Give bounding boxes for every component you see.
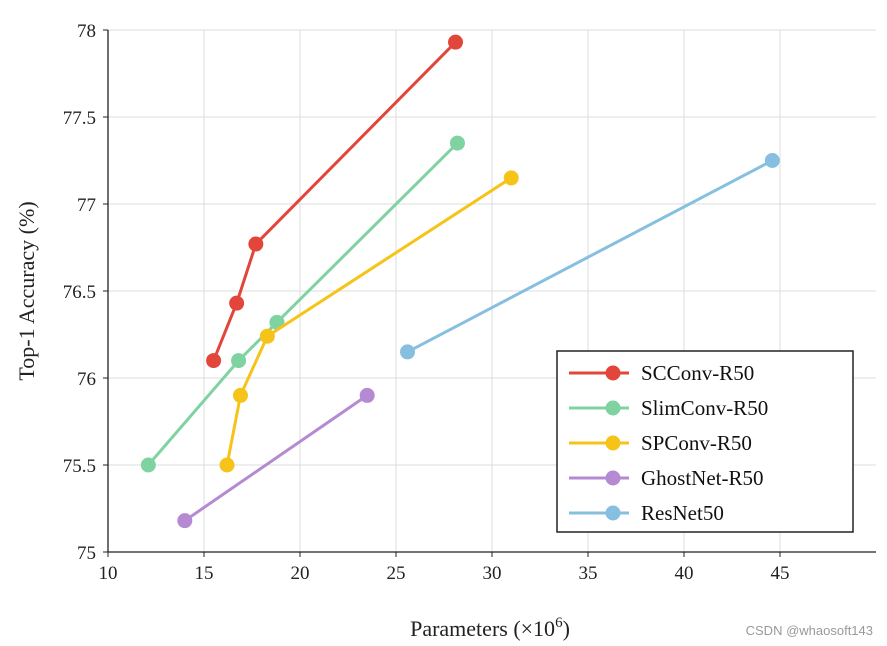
y-tick-label: 75 bbox=[77, 543, 96, 564]
y-tick-label: 77.5 bbox=[63, 108, 96, 129]
x-axis-label: Parameters (×106) bbox=[410, 615, 570, 641]
series-line-slimconv-r50 bbox=[147, 142, 459, 466]
series-line-ghostnet-r50 bbox=[183, 394, 369, 522]
legend-swatch-marker bbox=[605, 435, 621, 451]
series-line-spconv-r50 bbox=[225, 176, 513, 466]
data-point-scconv-r50 bbox=[448, 34, 464, 50]
x-tick-label: 25 bbox=[387, 563, 406, 584]
x-tick-label: 45 bbox=[771, 563, 790, 584]
series-ghostnet-r50 bbox=[177, 387, 375, 529]
data-point-resnet50 bbox=[764, 153, 780, 168]
legend-label: SPConv-R50 bbox=[641, 431, 752, 455]
data-point-spconv-r50 bbox=[259, 328, 275, 344]
x-tick-label: 35 bbox=[579, 563, 598, 584]
series-resnet50 bbox=[400, 153, 780, 360]
data-point-spconv-r50 bbox=[219, 457, 235, 473]
x-axis-label-superscript: 6 bbox=[555, 615, 563, 631]
legend-label: GhostNet-R50 bbox=[641, 466, 764, 490]
series-line-scconv-r50 bbox=[212, 41, 457, 362]
x-axis-label-main: Parameters (×10 bbox=[410, 616, 555, 641]
legend: SCConv-R50 SlimConv-R50 SPConv-R50 GhostNet… bbox=[556, 350, 854, 533]
series-group bbox=[140, 34, 780, 529]
legend-item-resnet50: ResNet50 bbox=[569, 501, 724, 525]
x-tick-label: 15 bbox=[195, 563, 214, 584]
legend-item-ghostnet-r50: GhostNet-R50 bbox=[569, 466, 764, 490]
legend-item-spconv-r50: SPConv-R50 bbox=[569, 431, 752, 455]
legend-swatch-marker bbox=[605, 470, 621, 486]
series-spconv-r50 bbox=[219, 170, 519, 473]
data-point-resnet50 bbox=[400, 344, 416, 360]
axes bbox=[103, 29, 876, 557]
series-slimconv-r50 bbox=[140, 135, 465, 473]
x-tick-label: 10 bbox=[99, 563, 118, 584]
data-point-scconv-r50 bbox=[206, 353, 222, 369]
data-point-slimconv-r50 bbox=[231, 353, 247, 369]
data-point-ghostnet-r50 bbox=[359, 387, 375, 403]
x-axis-label-close: ) bbox=[563, 616, 570, 641]
y-axis-label: Top-1 Accuracy (%) bbox=[14, 201, 39, 380]
x-tick-label: 40 bbox=[675, 563, 694, 584]
legend-label: SlimConv-R50 bbox=[641, 396, 768, 420]
x-tick-label: 30 bbox=[483, 563, 502, 584]
data-point-slimconv-r50 bbox=[449, 135, 465, 151]
tick-labels: 10 15 20 25 30 35 40 45 75 75.5 76 76.5 77 77.5 78 bbox=[63, 21, 790, 584]
legend-label: ResNet50 bbox=[641, 501, 724, 525]
data-point-scconv-r50 bbox=[229, 295, 245, 311]
legend-swatch-marker bbox=[605, 505, 621, 521]
y-tick-label: 76.5 bbox=[63, 282, 96, 303]
legend-item-slimconv-r50: SlimConv-R50 bbox=[569, 396, 768, 420]
legend-swatch-marker bbox=[605, 400, 621, 416]
data-point-scconv-r50 bbox=[248, 236, 264, 252]
series-line-resnet50 bbox=[406, 159, 774, 354]
y-tick-label: 77 bbox=[77, 195, 96, 216]
legend-label: SCConv-R50 bbox=[641, 361, 754, 385]
x-tick-label: 20 bbox=[291, 563, 310, 584]
data-point-slimconv-r50 bbox=[140, 457, 156, 473]
legend-item-scconv-r50: SCConv-R50 bbox=[569, 361, 754, 385]
series-scconv-r50 bbox=[206, 34, 464, 369]
data-point-spconv-r50 bbox=[232, 387, 248, 403]
watermark: CSDN @whaosoft143 bbox=[745, 623, 873, 638]
y-tick-label: 75.5 bbox=[63, 456, 96, 477]
grid bbox=[107, 29, 876, 553]
y-tick-label: 76 bbox=[77, 369, 96, 390]
legend-swatch-marker bbox=[605, 365, 621, 381]
data-point-ghostnet-r50 bbox=[177, 513, 193, 529]
y-tick-label: 78 bbox=[77, 21, 96, 42]
data-point-spconv-r50 bbox=[503, 170, 519, 186]
